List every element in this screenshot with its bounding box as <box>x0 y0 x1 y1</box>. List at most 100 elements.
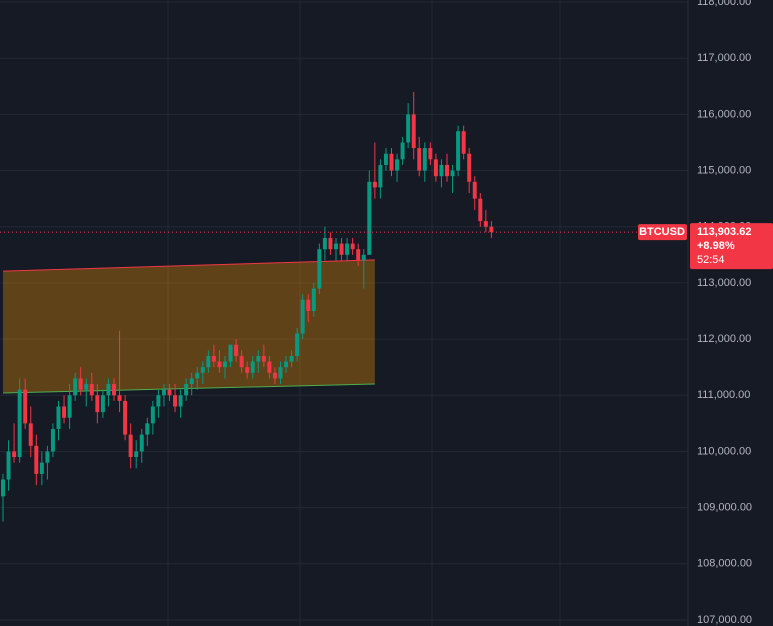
candle-body <box>117 395 122 401</box>
candle-body <box>34 445 39 474</box>
price-badge <box>690 223 773 270</box>
candle-body <box>261 355 266 362</box>
candle-body <box>428 148 433 160</box>
candle-body <box>433 159 438 177</box>
candle-body <box>189 378 194 385</box>
candle-body <box>411 114 416 149</box>
y-tick-label: 108,000.00 <box>697 558 752 570</box>
candle-body <box>350 243 355 250</box>
candle-body <box>472 181 477 199</box>
last-price-label: 113,903.62 <box>697 226 751 238</box>
candle-body <box>322 237 327 250</box>
change-label: +8.98% <box>697 240 735 252</box>
candle-body <box>100 395 105 413</box>
symbol-badge <box>638 224 687 241</box>
candle-body <box>150 406 155 424</box>
candle-body <box>422 148 427 171</box>
y-tick-label: 118,000.00 <box>697 0 751 8</box>
candle-body <box>345 243 350 255</box>
candle-body <box>128 434 133 458</box>
candle-body <box>228 344 233 362</box>
candle-body <box>395 159 400 171</box>
candle-body <box>134 451 139 458</box>
candle-body <box>389 153 394 171</box>
candle-body <box>339 243 344 255</box>
candle-body <box>250 361 255 373</box>
symbol-label: BTCUSD <box>639 226 685 238</box>
candle-body <box>95 395 100 413</box>
y-tick-label: 116,000.00 <box>697 108 751 120</box>
candle-body <box>84 384 89 390</box>
candle-body <box>211 355 216 362</box>
candle-body <box>200 367 205 373</box>
candle-body <box>300 299 305 334</box>
candle-body <box>367 181 372 255</box>
candle-body <box>306 299 311 312</box>
candle-body <box>467 153 472 182</box>
candle-body <box>317 249 322 289</box>
candle-body <box>106 384 111 396</box>
candle-body <box>184 384 189 396</box>
candle-body <box>173 395 178 407</box>
countdown-label: 52:54 <box>697 254 725 266</box>
candle-body <box>195 372 200 379</box>
candle-body <box>89 384 94 396</box>
candle-body <box>123 400 128 435</box>
candle-body <box>361 254 366 261</box>
candle-body <box>439 164 444 177</box>
y-tick-label: 117,000.00 <box>697 52 751 64</box>
channel-fill <box>3 259 375 394</box>
candle-body <box>417 148 422 171</box>
candle-body <box>478 198 483 222</box>
candle-body <box>50 428 55 452</box>
candle-body <box>378 164 383 188</box>
candle-body <box>406 114 411 143</box>
candle-body <box>450 170 455 177</box>
candle-body <box>145 423 150 435</box>
candle-body <box>217 361 222 368</box>
candle-body <box>56 406 61 429</box>
candle-body <box>17 389 22 458</box>
candle-body <box>23 389 28 424</box>
candle-body <box>239 355 244 368</box>
candle-body <box>278 367 283 379</box>
candle-body <box>272 372 277 379</box>
candle-body <box>284 361 289 368</box>
candle-body <box>372 181 377 188</box>
candle-body <box>45 451 50 463</box>
candle-body <box>206 355 211 368</box>
candle-body <box>178 395 183 407</box>
candle-body <box>39 462 44 474</box>
channel-lower <box>2 383 375 394</box>
candle-body <box>289 355 294 362</box>
candle-body <box>356 249 361 261</box>
candle-body <box>28 423 33 446</box>
candle-body <box>62 406 67 418</box>
candle-body <box>267 361 272 373</box>
candle-body <box>328 237 333 250</box>
candle-body <box>245 367 250 373</box>
candle-body <box>456 131 461 171</box>
candle-body <box>234 344 239 356</box>
vertical-grid <box>167 0 561 626</box>
candle-body <box>12 451 17 458</box>
candle-body <box>6 451 11 480</box>
candle-body <box>483 221 488 227</box>
candle-body <box>295 333 300 356</box>
channel-upper <box>2 259 375 272</box>
candle-body <box>161 389 166 396</box>
candle-body <box>445 164 449 177</box>
candle-body <box>383 153 388 165</box>
candle-body <box>311 288 316 312</box>
candle-body <box>167 389 172 396</box>
candle-body <box>334 243 338 250</box>
candle-body <box>139 434 144 452</box>
candle-body <box>112 384 116 396</box>
candle-body <box>400 142 405 160</box>
candle-body <box>67 395 72 418</box>
candle-body <box>73 378 78 396</box>
y-tick-label: 112,000.00 <box>697 333 751 345</box>
